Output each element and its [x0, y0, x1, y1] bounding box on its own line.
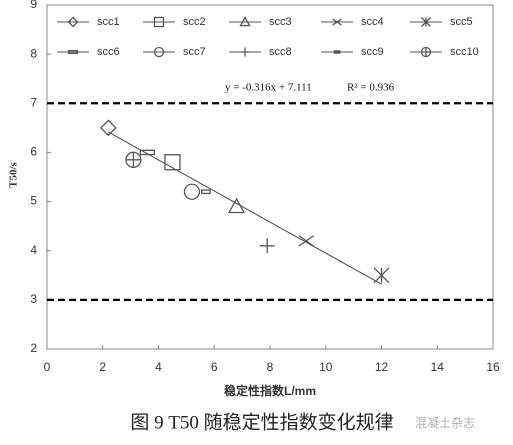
marker-part: [125, 152, 141, 168]
marker-part: [153, 16, 165, 28]
y-tick-label: 7: [30, 95, 37, 109]
marker-part: [201, 189, 211, 195]
marker-part: [240, 47, 250, 57]
legend-marker: [153, 16, 165, 28]
marker-part: [259, 238, 275, 254]
marker-part: [332, 18, 342, 26]
marker-part: [421, 17, 431, 27]
caption: 图 9 T50 随稳定性指数变化规律: [130, 411, 393, 433]
legend-label: scc5: [450, 16, 473, 28]
marker: [298, 235, 315, 247]
trendline-r2: R² = 0.936: [347, 82, 395, 94]
x-tick-label: 12: [375, 360, 389, 374]
legend-marker: [240, 47, 250, 57]
legend-marker: [153, 46, 165, 58]
x-tick-label: 0: [44, 360, 51, 374]
marker: [164, 154, 181, 171]
x-tick-label: 8: [267, 360, 274, 374]
x-tick-label: 10: [319, 360, 333, 374]
legend-label: scc1: [97, 16, 120, 28]
legend-label: scc7: [183, 46, 206, 58]
marker: [259, 238, 275, 254]
marker-part: [153, 46, 165, 58]
marker-part: [183, 183, 201, 200]
marker: [125, 151, 142, 168]
legend-label: scc10: [450, 46, 479, 58]
marker-part: [139, 149, 156, 156]
legend-marker: [67, 16, 79, 28]
marker: [139, 149, 156, 156]
legend-marker: [421, 17, 431, 27]
y-axis-title: T50/s: [8, 161, 20, 187]
legend-label: scc2: [183, 16, 206, 28]
trendline: [108, 131, 382, 285]
marker-part: [67, 16, 79, 28]
watermark: 混凝土杂志: [415, 415, 475, 430]
marker-part: [99, 119, 117, 137]
y-tick-label: 9: [30, 0, 37, 11]
legend-marker: [420, 46, 432, 58]
marker-part: [373, 267, 390, 284]
x-tick-label: 14: [431, 360, 445, 374]
x-tick-label: 16: [486, 360, 500, 374]
legend-label: scc9: [361, 46, 384, 58]
y-tick-label: 5: [30, 194, 37, 208]
x-tick-label: 6: [211, 360, 218, 374]
legend-marker: [333, 50, 341, 54]
y-tick-label: 4: [30, 243, 37, 257]
legend-marker: [239, 16, 251, 27]
marker-part: [227, 197, 246, 214]
trendline-equation: y = -0.316x + 7.111: [225, 82, 312, 94]
y-tick-label: 8: [30, 46, 37, 60]
marker-part: [333, 50, 341, 54]
marker-part: [239, 16, 251, 27]
legend-label: scc4: [361, 16, 384, 28]
x-axis-title: 稳定性指数L/mm: [224, 383, 316, 398]
marker: [183, 183, 201, 200]
marker-part: [421, 47, 431, 57]
marker-part: [298, 235, 315, 247]
y-tick-label: 6: [30, 145, 37, 159]
legend-label: scc6: [97, 46, 120, 58]
marker: [201, 189, 211, 195]
marker: [99, 119, 117, 137]
legend-label: scc3: [269, 16, 292, 28]
marker-part: [67, 50, 79, 55]
marker: [227, 197, 246, 214]
x-tick-label: 4: [155, 360, 162, 374]
y-tick-label: 2: [30, 341, 37, 355]
legend-label: scc8: [269, 46, 292, 58]
legend-marker: [67, 50, 79, 55]
marker: [373, 267, 390, 284]
marker-part: [164, 154, 181, 171]
legend-marker: [332, 18, 342, 26]
y-tick-label: 3: [30, 292, 37, 306]
x-tick-label: 2: [99, 360, 106, 374]
